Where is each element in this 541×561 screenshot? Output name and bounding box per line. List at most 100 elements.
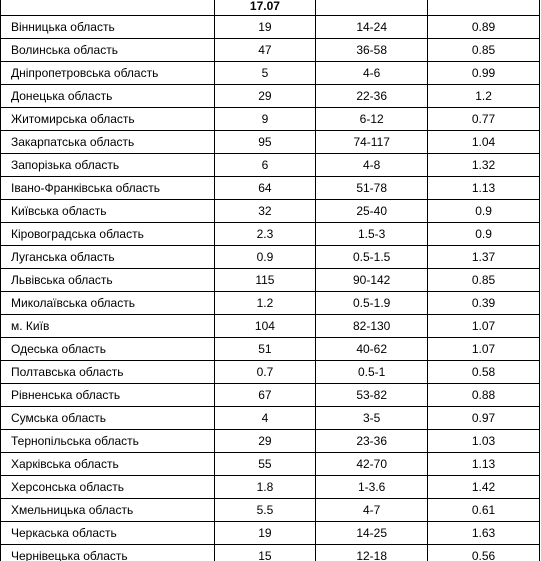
header-interval: Інтервал <box>316 0 428 16</box>
cell-forecast: 2.3 <box>214 223 316 246</box>
cell-interval: 90-142 <box>316 269 428 292</box>
cell-region: Полтавська область <box>1 361 215 384</box>
forecast-table: Область прогнозу на 17.07 Інтервал (на 1… <box>0 0 540 561</box>
cell-forecast: 6 <box>214 154 316 177</box>
cell-forecast: 5 <box>214 62 316 85</box>
cell-rt: 0.56 <box>428 545 540 561</box>
cell-forecast: 4 <box>214 407 316 430</box>
cell-rt: 0.58 <box>428 361 540 384</box>
table-row: Полтавська область0.70.5-10.58 <box>1 361 540 384</box>
cell-region: м. Київ <box>1 315 215 338</box>
cell-rt: 0.9 <box>428 223 540 246</box>
cell-region: Закарпатська область <box>1 131 215 154</box>
cell-forecast: 9 <box>214 108 316 131</box>
cell-rt: 0.9 <box>428 200 540 223</box>
cell-forecast: 51 <box>214 338 316 361</box>
cell-rt: 1.07 <box>428 338 540 361</box>
table-row: Кіровоградська область2.31.5-30.9 <box>1 223 540 246</box>
table-row: Київська область3225-400.9 <box>1 200 540 223</box>
table-row: Донецька область2922-361.2 <box>1 85 540 108</box>
cell-region: Донецька область <box>1 85 215 108</box>
header-region: Область <box>1 0 215 16</box>
cell-forecast: 15 <box>214 545 316 561</box>
table-row: м. Київ10482-1301.07 <box>1 315 540 338</box>
header-rt: (на 10.07) <box>428 0 540 16</box>
table-row: Дніпропетровська область54-60.99 <box>1 62 540 85</box>
cell-region: Запорізька область <box>1 154 215 177</box>
cell-forecast: 95 <box>214 131 316 154</box>
table-row: Харківська область5542-701.13 <box>1 453 540 476</box>
table-row: Луганська область0.90.5-1.51.37 <box>1 246 540 269</box>
cell-forecast: 104 <box>214 315 316 338</box>
cell-interval: 23-36 <box>316 430 428 453</box>
table-row: Запорізька область64-81.32 <box>1 154 540 177</box>
cell-region: Чернівецька область <box>1 545 215 561</box>
cell-rt: 1.03 <box>428 430 540 453</box>
cell-interval: 14-25 <box>316 522 428 545</box>
cell-interval: 53-82 <box>316 384 428 407</box>
cell-rt: 0.85 <box>428 269 540 292</box>
table-row: Херсонська область1.81-3.61.42 <box>1 476 540 499</box>
cell-interval: 3-5 <box>316 407 428 430</box>
table-row: Івано-Франківська область6451-781.13 <box>1 177 540 200</box>
cell-rt: 1.13 <box>428 177 540 200</box>
table-row: Черкаська область1914-251.63 <box>1 522 540 545</box>
cell-rt: 0.97 <box>428 407 540 430</box>
cell-rt: 1.42 <box>428 476 540 499</box>
cell-interval: 74-117 <box>316 131 428 154</box>
cell-interval: 25-40 <box>316 200 428 223</box>
table-body: Вінницька область1914-240.89Волинська об… <box>1 16 540 561</box>
cell-rt: 1.63 <box>428 522 540 545</box>
cell-forecast: 55 <box>214 453 316 476</box>
cell-region: Черкаська область <box>1 522 215 545</box>
cell-interval: 14-24 <box>316 16 428 39</box>
cell-rt: 0.89 <box>428 16 540 39</box>
cell-region: Херсонська область <box>1 476 215 499</box>
table-row: Волинська область4736-580.85 <box>1 39 540 62</box>
cell-rt: 1.13 <box>428 453 540 476</box>
cell-forecast: 64 <box>214 177 316 200</box>
cell-interval: 4-6 <box>316 62 428 85</box>
cell-rt: 0.99 <box>428 62 540 85</box>
table-header: Область прогнозу на 17.07 Інтервал (на 1… <box>1 0 540 16</box>
cell-region: Луганська область <box>1 246 215 269</box>
header-forecast-line3: 17.07 <box>221 0 310 13</box>
cell-forecast: 1.2 <box>214 292 316 315</box>
cell-interval: 1.5-3 <box>316 223 428 246</box>
table-row: Львівська область11590-1420.85 <box>1 269 540 292</box>
cell-interval: 4-8 <box>316 154 428 177</box>
cell-region: Одеська область <box>1 338 215 361</box>
cell-region: Житомирська область <box>1 108 215 131</box>
cell-region: Хмельницька область <box>1 499 215 522</box>
table-row: Чернівецька область1512-180.56 <box>1 545 540 561</box>
table-row: Хмельницька область5.54-70.61 <box>1 499 540 522</box>
cell-forecast: 1.8 <box>214 476 316 499</box>
cell-region: Харківська область <box>1 453 215 476</box>
cell-region: Рівненська область <box>1 384 215 407</box>
cell-rt: 1.37 <box>428 246 540 269</box>
cell-forecast: 47 <box>214 39 316 62</box>
cell-forecast: 67 <box>214 384 316 407</box>
table-row: Сумська область43-50.97 <box>1 407 540 430</box>
cell-interval: 51-78 <box>316 177 428 200</box>
cell-rt: 0.88 <box>428 384 540 407</box>
cell-interval: 0.5-1.5 <box>316 246 428 269</box>
cell-forecast: 19 <box>214 16 316 39</box>
table-row: Вінницька область1914-240.89 <box>1 16 540 39</box>
cell-interval: 82-130 <box>316 315 428 338</box>
table-row: Тернопільська область2923-361.03 <box>1 430 540 453</box>
cell-region: Вінницька область <box>1 16 215 39</box>
cell-interval: 6-12 <box>316 108 428 131</box>
cell-forecast: 5.5 <box>214 499 316 522</box>
table-row: Закарпатська область9574-1171.04 <box>1 131 540 154</box>
cell-rt: 0.77 <box>428 108 540 131</box>
table-row: Житомирська область96-120.77 <box>1 108 540 131</box>
cell-rt: 1.2 <box>428 85 540 108</box>
cell-region: Дніпропетровська область <box>1 62 215 85</box>
cell-interval: 1-3.6 <box>316 476 428 499</box>
cell-interval: 12-18 <box>316 545 428 561</box>
cell-rt: 0.61 <box>428 499 540 522</box>
table-row: Миколаївська область1.20.5-1.90.39 <box>1 292 540 315</box>
cell-region: Миколаївська область <box>1 292 215 315</box>
cell-rt: 1.07 <box>428 315 540 338</box>
